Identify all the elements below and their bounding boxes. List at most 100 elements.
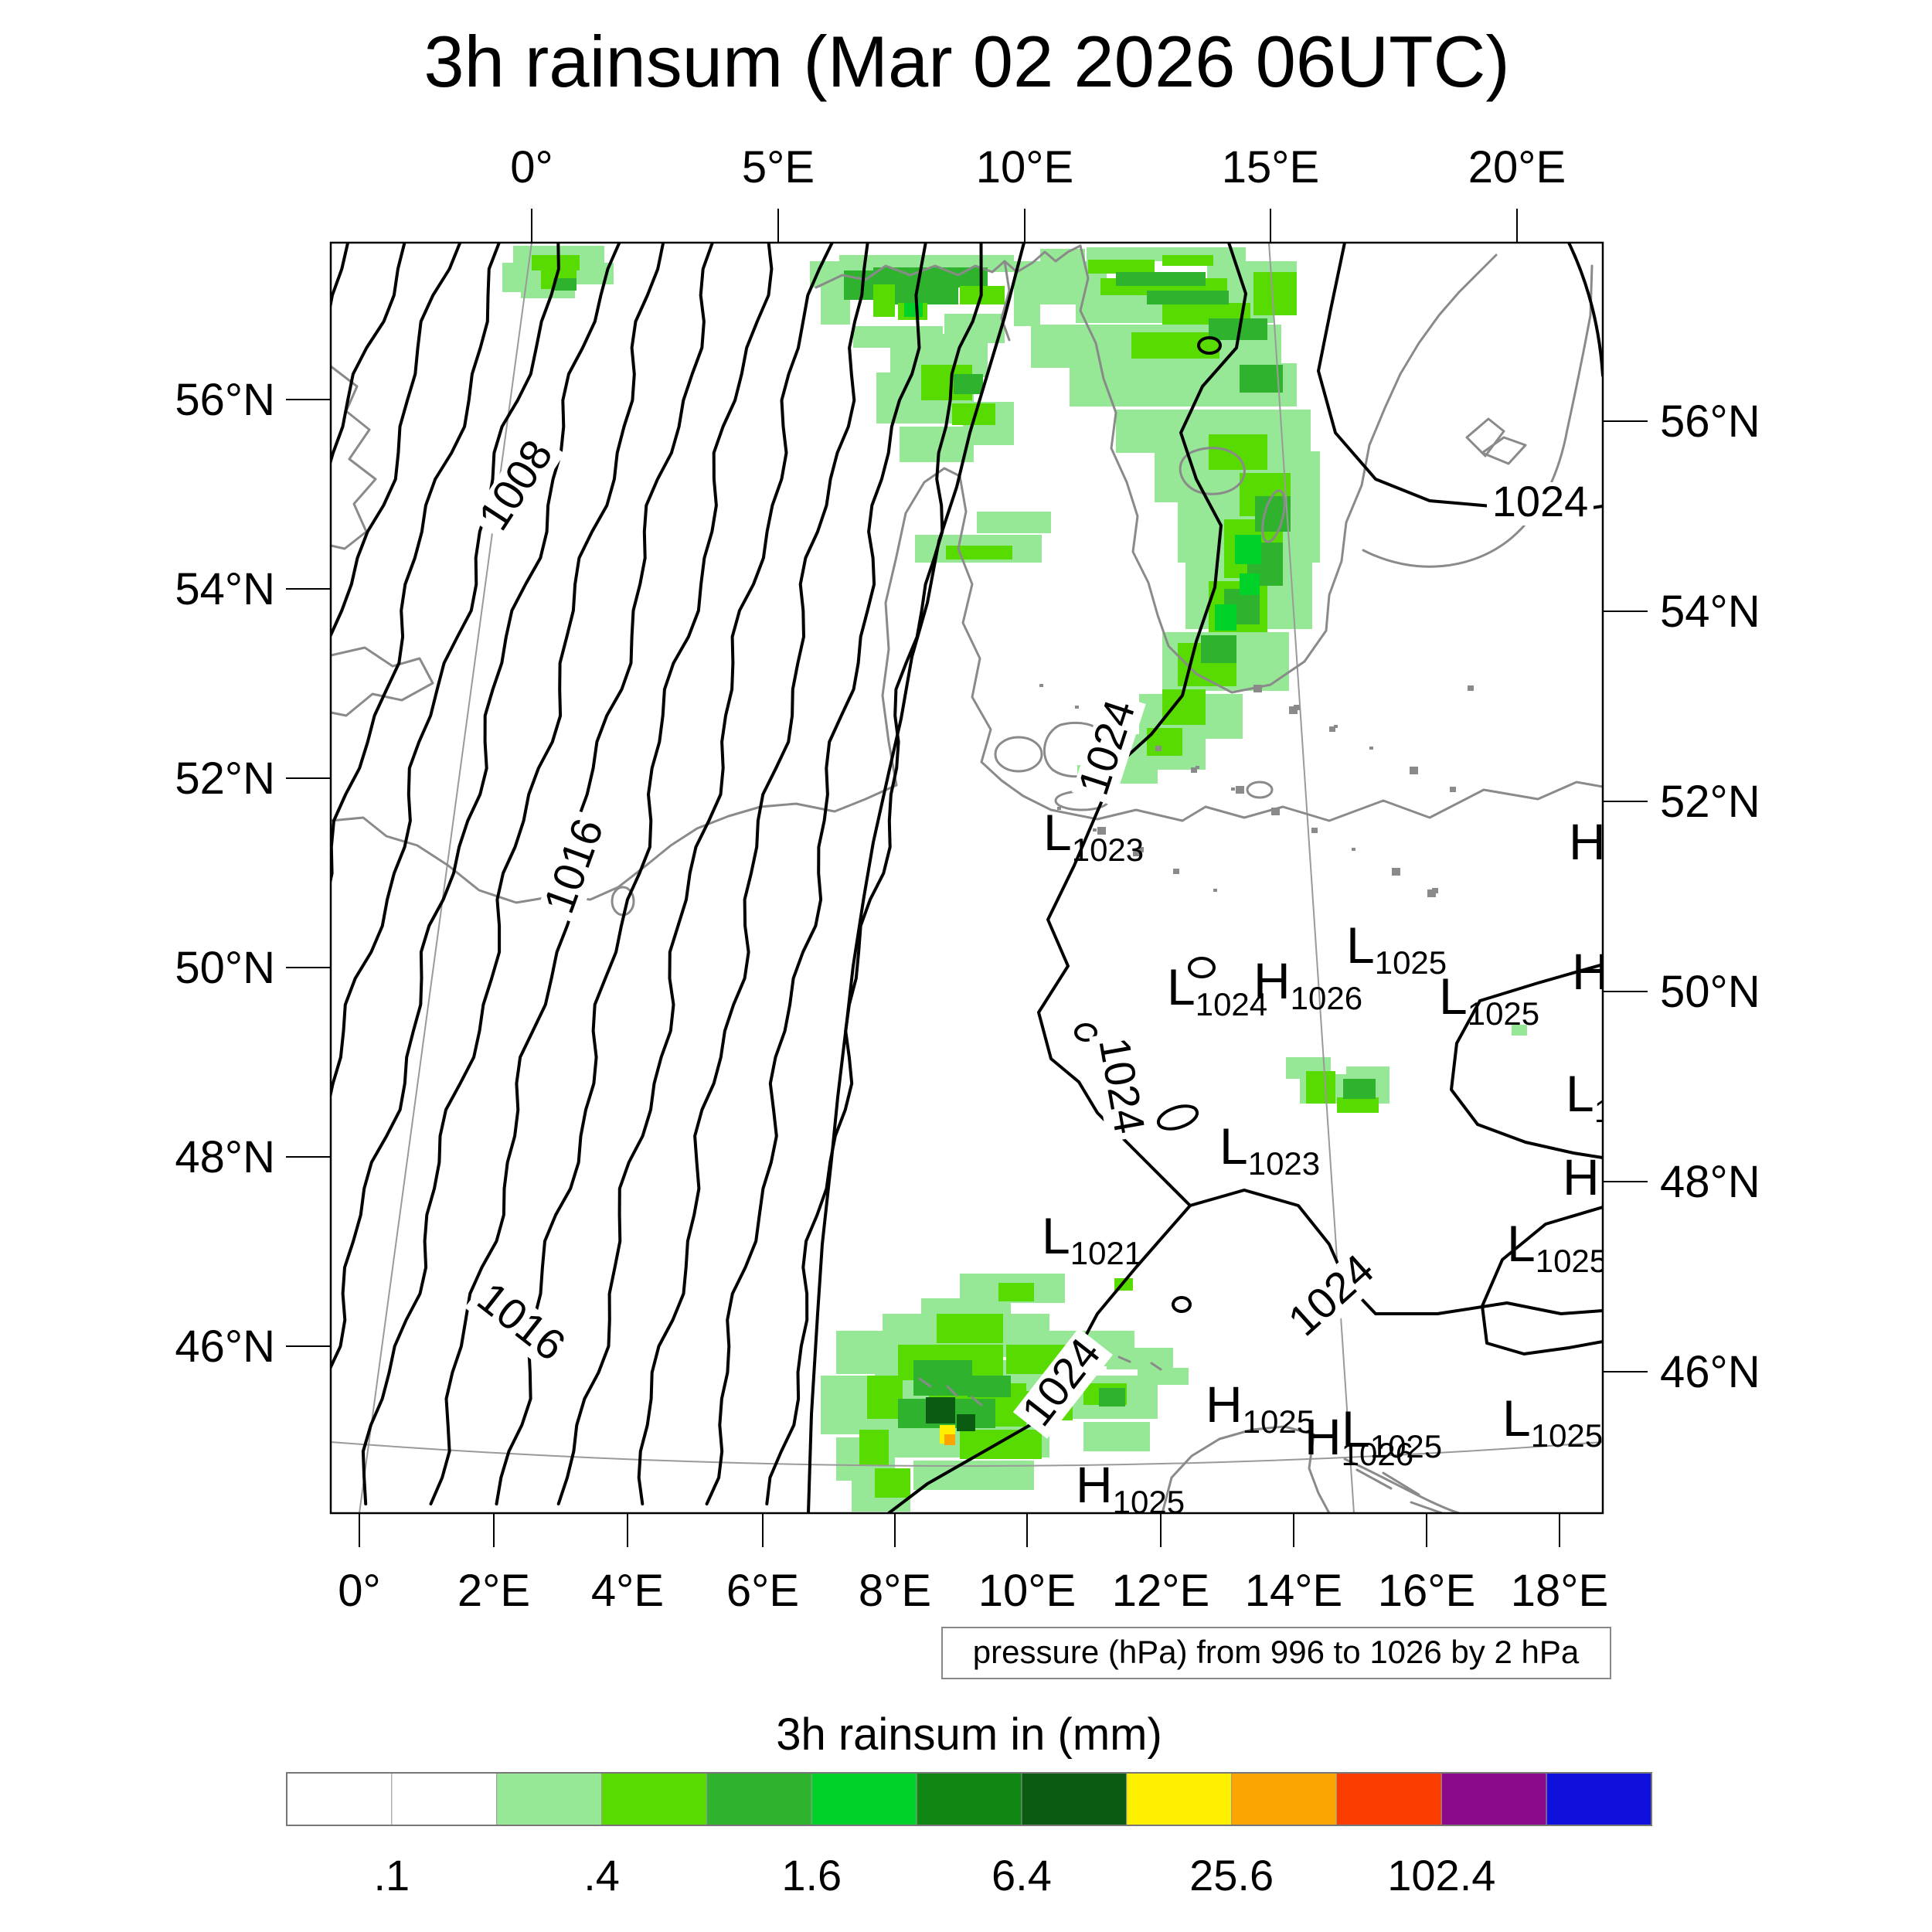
pressure-center-low: L1025 [1439,968,1539,1032]
axis-layer: 0° 5°E 10°E 15°E 20°E 0° 2°E 4°E 6°E 8°E 10°E 12°E 1… [175,142,1760,1616]
isobar-line [361,243,665,1505]
rain-cell [1306,1071,1335,1104]
small-lakes-layer [1039,684,1474,897]
tick-label-left: 50°N [175,943,275,993]
center-letter: L [1507,1215,1536,1272]
center-letter: L [1219,1117,1248,1175]
rain-cell [1215,604,1236,631]
coast-britain-south [331,646,434,717]
center-letter: H [1304,1408,1342,1465]
center-value: 1025 [1594,1093,1666,1129]
coast-lake-vattern [1261,489,1286,543]
colorbar-cell [1126,1772,1233,1826]
colorbar-tick-label: 102.4 [1387,1851,1495,1900]
rain-cell [1147,291,1229,304]
contour-label-bg [1071,690,1146,806]
lake-speck [1075,706,1079,709]
tick-label-bottom: 0° [338,1566,380,1616]
rain-cell [1337,1097,1379,1113]
pressure-center-high: H1025 [1563,1148,1672,1213]
rain-cell [1209,434,1267,470]
center-letter: L [1042,1207,1070,1264]
coast-norway-south [815,244,1082,289]
center-value: 1023 [1072,832,1144,868]
coast-dalmatia [1343,1458,1461,1513]
center-letter: L [1439,968,1468,1025]
pressure-center-high: H1026 [1253,952,1362,1016]
rain-cell [946,546,1012,560]
rain-cell [1083,1422,1150,1451]
tick-label-top: 5°E [742,142,815,192]
rain-cell [957,1414,975,1431]
center-letter: H [1253,952,1291,1009]
pressure-center-high: H1026 [1569,813,1678,877]
tick-label-right: 50°N [1660,967,1760,1017]
colorbar-cell [1440,1772,1547,1826]
tick-label-left: 56°N [175,375,275,425]
colorbar-cell [286,1772,393,1826]
colorbar-cell [391,1772,498,1826]
rain-cell [913,1360,972,1396]
tick-label-top: 10°E [976,142,1073,192]
center-letter: H [1569,813,1606,870]
tick-label-bottom: 6°E [726,1566,799,1616]
lake-speck [1450,787,1456,792]
contour-label-group: 1024 [1487,477,1594,526]
tick-label-bottom: 2°E [457,1566,530,1616]
isobar-line [705,243,927,1505]
rain-cell [1512,1025,1527,1036]
tick-label-left: 54°N [175,564,275,614]
pressure-center-low: L1025 [1342,1400,1442,1464]
tick-label-top: 20°E [1468,142,1566,192]
colorbar-title: 3h rainsum in (mm) [776,1709,1162,1760]
isobar-line [556,243,834,1505]
center-letter: H [1563,1148,1600,1206]
isobar-loop-3 [1156,1104,1199,1131]
center-letter: L [1342,1400,1370,1458]
rain-cell [873,284,895,317]
pressure-center-low: L1024 [1167,958,1267,1022]
colorbar-tick-label: .1 [373,1851,410,1900]
rain-cell [900,427,974,462]
tick-label-right: 52°N [1660,777,1760,827]
rain-cell [944,1434,955,1445]
rain-cell [1131,332,1219,359]
rain-cell [859,1430,889,1465]
rain-layer [502,246,1527,1512]
coast-oslofjord [1000,260,1011,342]
rain-cell [904,303,923,317]
rain-cell [1099,1388,1125,1406]
center-letter: H [1572,943,1609,1000]
center-value: 1025 [1536,1243,1607,1279]
contour-label-bg [1487,482,1594,526]
contour-label-bg [1278,1245,1387,1349]
coast-funen [994,736,1043,773]
tick-label-bottom: 12°E [1112,1566,1209,1616]
coast-gotland [1465,417,1505,457]
isobar-bight-southeast [1481,1206,1603,1355]
contour-label-bg [464,1273,576,1373]
contour-label-bg [537,809,614,924]
colorbar-cell [1546,1772,1652,1826]
rain-cell [553,278,577,291]
lake-speck [1289,706,1298,714]
tick-label-left: 48°N [175,1132,275,1182]
lake-speck [1427,889,1436,897]
lake-speck [1039,684,1043,687]
pressure-center-low: L1025 [1507,1215,1607,1279]
isobar-line [495,243,774,1505]
tick-label-bottom: 18°E [1511,1566,1608,1616]
center-value: 1026 [1342,1436,1413,1472]
rain-cell [875,1468,910,1498]
lake-speck [1231,787,1235,791]
rain-cell [954,374,983,394]
rain-cell [890,286,958,304]
isobar-trough-east [1450,963,1603,1159]
contour-label-bg [1012,1328,1113,1439]
caption-box [941,1627,1611,1679]
rain-cell [937,1314,1003,1343]
isobar-line [331,243,462,641]
contour-label-bg [1089,1029,1151,1143]
isobar-loop-5 [1172,1296,1192,1313]
